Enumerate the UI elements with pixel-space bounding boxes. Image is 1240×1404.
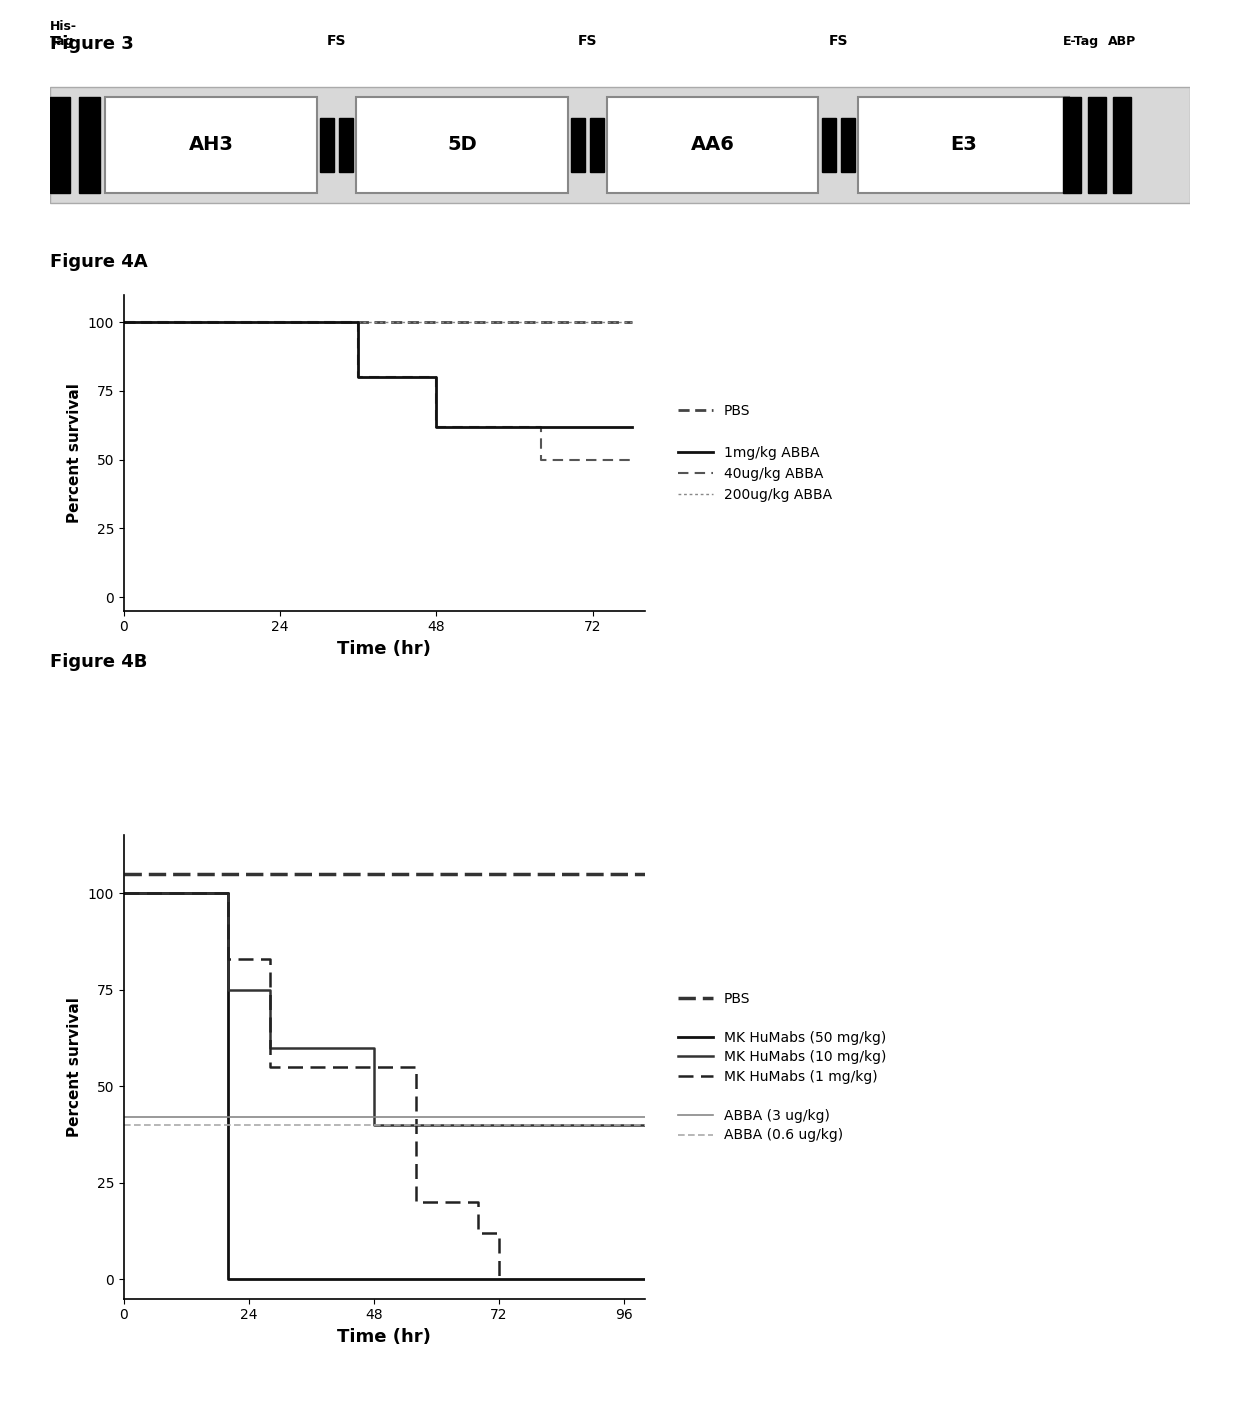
Text: FS: FS: [828, 34, 848, 48]
Bar: [822, 118, 836, 173]
MK HuMabs (10 mg/kg): [263, 981, 278, 998]
40ug/kg ABBA: [533, 418, 548, 435]
40ug/kg ABBA: [429, 369, 444, 386]
Bar: [320, 118, 334, 173]
Legend: PBS, , MK HuMabs (50 mg/kg), MK HuMabs (10 mg/kg), MK HuMabs (1 mg/kg), , ABBA (: PBS, , MK HuMabs (50 mg/kg), MK HuMabs (…: [672, 986, 892, 1148]
Bar: [1087, 97, 1106, 194]
Bar: [79, 97, 99, 194]
40ug/kg ABBA: [351, 369, 366, 386]
40ug/kg ABBA: [351, 314, 366, 331]
Text: E-Tag: E-Tag: [1063, 35, 1099, 48]
MK HuMabs (1 mg/kg): [408, 1059, 423, 1075]
X-axis label: Time (hr): Time (hr): [337, 1328, 432, 1346]
1mg/kg ABBA: [429, 369, 444, 386]
Bar: [858, 97, 1069, 194]
Line: MK HuMabs (10 mg/kg): MK HuMabs (10 mg/kg): [124, 893, 645, 1125]
Bar: [50, 97, 71, 194]
Y-axis label: Percent survival: Percent survival: [67, 997, 82, 1137]
Text: FS: FS: [578, 34, 598, 48]
MK HuMabs (1 mg/kg): [471, 1224, 486, 1241]
Bar: [1112, 97, 1131, 194]
MK HuMabs (1 mg/kg): [263, 951, 278, 967]
MK HuMabs (50 mg/kg): [221, 1271, 236, 1287]
1mg/kg ABBA: [117, 314, 131, 331]
Text: ABP: ABP: [1107, 35, 1136, 48]
MK HuMabs (1 mg/kg): [117, 885, 131, 901]
Bar: [356, 97, 568, 194]
MK HuMabs (10 mg/kg): [221, 885, 236, 901]
Line: 40ug/kg ABBA: 40ug/kg ABBA: [124, 323, 632, 459]
Text: 5D: 5D: [448, 135, 477, 154]
Text: Figure 4A: Figure 4A: [50, 253, 148, 271]
Text: AH3: AH3: [188, 135, 233, 154]
MK HuMabs (10 mg/kg): [408, 1116, 423, 1133]
Text: His-
Tag: His- Tag: [50, 20, 77, 48]
MK HuMabs (50 mg/kg): [637, 1271, 652, 1287]
MK HuMabs (1 mg/kg): [408, 1193, 423, 1210]
Bar: [1063, 97, 1081, 194]
Text: Figure 4B: Figure 4B: [50, 653, 148, 671]
MK HuMabs (1 mg/kg): [471, 1193, 486, 1210]
Text: E3: E3: [951, 135, 977, 154]
MK HuMabs (10 mg/kg): [367, 1039, 382, 1056]
Bar: [841, 118, 856, 173]
Bar: [340, 118, 353, 173]
Line: MK HuMabs (50 mg/kg): MK HuMabs (50 mg/kg): [124, 893, 645, 1279]
40ug/kg ABBA: [429, 418, 444, 435]
Line: 1mg/kg ABBA: 1mg/kg ABBA: [124, 323, 632, 427]
1mg/kg ABBA: [625, 418, 640, 435]
MK HuMabs (1 mg/kg): [491, 1271, 506, 1287]
Legend: PBS, , 1mg/kg ABBA, 40ug/kg ABBA, 200ug/kg ABBA: PBS, , 1mg/kg ABBA, 40ug/kg ABBA, 200ug/…: [672, 399, 838, 507]
Bar: [570, 118, 584, 173]
MK HuMabs (1 mg/kg): [491, 1224, 506, 1241]
1mg/kg ABBA: [351, 369, 366, 386]
MK HuMabs (1 mg/kg): [221, 951, 236, 967]
1mg/kg ABBA: [429, 418, 444, 435]
40ug/kg ABBA: [533, 451, 548, 468]
Y-axis label: Percent survival: Percent survival: [67, 383, 82, 522]
MK HuMabs (10 mg/kg): [367, 1116, 382, 1133]
MK HuMabs (50 mg/kg): [117, 885, 131, 901]
MK HuMabs (10 mg/kg): [263, 1039, 278, 1056]
40ug/kg ABBA: [625, 451, 640, 468]
Bar: [608, 97, 818, 194]
Bar: [50, 87, 1190, 204]
MK HuMabs (50 mg/kg): [221, 885, 236, 901]
MK HuMabs (10 mg/kg): [221, 981, 236, 998]
Text: Figure 3: Figure 3: [50, 35, 134, 53]
Text: AA6: AA6: [691, 135, 735, 154]
MK HuMabs (1 mg/kg): [221, 885, 236, 901]
MK HuMabs (10 mg/kg): [117, 885, 131, 901]
X-axis label: Time (hr): Time (hr): [337, 640, 432, 658]
Text: FS: FS: [327, 34, 346, 48]
40ug/kg ABBA: [117, 314, 131, 331]
Bar: [105, 97, 316, 194]
Bar: [590, 118, 604, 173]
MK HuMabs (10 mg/kg): [637, 1116, 652, 1133]
Line: MK HuMabs (1 mg/kg): MK HuMabs (1 mg/kg): [124, 893, 498, 1279]
MK HuMabs (10 mg/kg): [408, 1116, 423, 1133]
1mg/kg ABBA: [351, 314, 366, 331]
MK HuMabs (1 mg/kg): [263, 1059, 278, 1075]
